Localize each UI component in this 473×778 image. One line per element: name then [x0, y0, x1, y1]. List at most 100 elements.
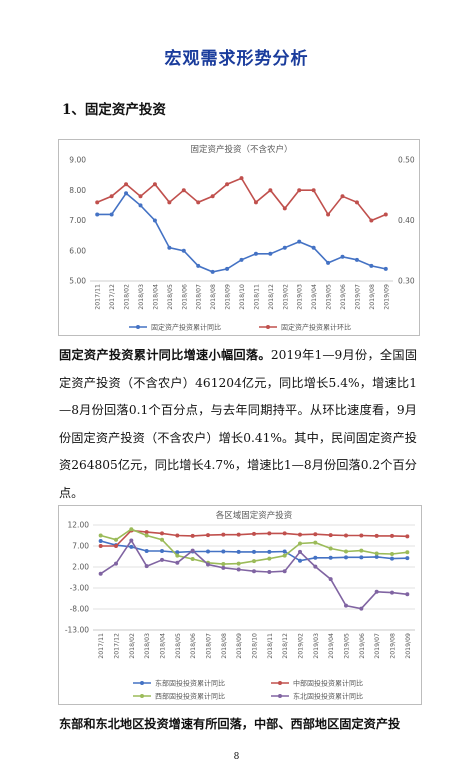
x-tick-label: 2019/06: [340, 284, 347, 310]
legend-label: 固定资产投资累计同比: [151, 323, 221, 332]
data-point: [374, 551, 379, 556]
page-number: 8: [233, 752, 240, 762]
data-point: [313, 532, 318, 537]
data-point: [129, 538, 134, 543]
data-point: [225, 182, 230, 187]
x-tick-label: 2019/08: [390, 633, 397, 659]
data-point: [167, 245, 172, 250]
data-point: [152, 182, 157, 187]
data-point: [405, 550, 410, 555]
x-tick-label: 2017/12: [114, 633, 121, 659]
data-point: [114, 537, 118, 542]
x-tick-label: 2019/04: [328, 633, 335, 659]
data-point: [282, 531, 287, 536]
data-point: [95, 200, 100, 205]
data-point: [138, 203, 143, 208]
y-tick-label: 9.00: [69, 156, 86, 165]
x-tick-label: 2018/03: [138, 284, 145, 310]
x-tick-label: 2018/12: [282, 633, 289, 659]
data-point: [374, 554, 379, 559]
y-tick-label: 6.00: [69, 246, 86, 255]
data-point: [369, 218, 374, 223]
data-point: [297, 239, 302, 244]
data-point: [236, 549, 241, 554]
x-tick-label: 2018/08: [221, 633, 228, 659]
data-point: [175, 533, 180, 538]
data-point: [344, 549, 348, 554]
paragraph1-body: 2019年1—9月份，全国固定资产投资（不含农户）461204亿元，同比增长5.…: [59, 348, 418, 500]
x-tick-label: 2018/02: [124, 284, 131, 310]
data-point: [109, 212, 114, 217]
x-tick-label: 2018/10: [252, 633, 259, 659]
legend-marker: [140, 681, 144, 685]
data-point: [236, 561, 241, 566]
data-point: [326, 260, 331, 265]
data-point: [267, 556, 272, 561]
x-tick-label: 2019/09: [383, 284, 390, 310]
data-point: [152, 218, 157, 223]
legend-marker: [278, 681, 282, 685]
data-point: [390, 551, 394, 556]
data-point: [252, 559, 256, 564]
x-tick-label: 2018/02: [129, 633, 136, 659]
x-tick-label: 2019/04: [311, 284, 318, 310]
data-point: [359, 533, 364, 538]
data-point: [124, 182, 129, 187]
data-point: [252, 569, 256, 574]
data-point: [236, 567, 241, 572]
x-tick-label: 2018/11: [267, 633, 274, 659]
x-tick-label: 2018/11: [253, 284, 260, 310]
data-point: [221, 562, 226, 567]
data-point: [313, 564, 318, 569]
data-point: [311, 245, 316, 250]
data-point: [160, 537, 164, 542]
data-point: [114, 561, 118, 566]
data-point: [221, 565, 226, 570]
data-point: [297, 188, 302, 193]
y-right-tick-label: 0.30: [398, 277, 415, 286]
legend-label: 东部固投投资累计同比: [155, 679, 225, 688]
y-tick-label: -13.00: [65, 626, 89, 635]
data-point: [282, 206, 287, 211]
data-point: [252, 531, 256, 536]
x-tick-label: 2018/09: [236, 633, 243, 659]
data-point: [340, 194, 345, 199]
data-point: [109, 194, 114, 199]
legend-label: 中部固投投资累计同比: [293, 679, 363, 688]
y-tick-label: 7.00: [72, 542, 89, 551]
data-point: [268, 251, 273, 256]
y-tick-label: -3.00: [70, 584, 90, 593]
data-point: [390, 590, 394, 595]
x-tick-label: 2018/07: [196, 284, 203, 310]
data-point: [328, 533, 333, 538]
x-tick-label: 2017/11: [98, 633, 105, 659]
legend-marker: [140, 694, 144, 698]
data-point: [144, 533, 149, 538]
x-tick-label: 2018/04: [152, 284, 159, 310]
data-point: [311, 188, 316, 193]
x-tick-label: 2018/09: [225, 284, 232, 310]
data-point: [405, 534, 410, 539]
data-point: [210, 194, 215, 199]
data-point: [369, 263, 374, 268]
legend-label: 西部固投投资累计同比: [155, 692, 225, 701]
x-tick-label: 2019/07: [354, 284, 361, 310]
x-tick-label: 2019/05: [344, 633, 351, 659]
data-point: [405, 556, 410, 561]
x-tick-label: 2018/06: [190, 633, 197, 659]
x-tick-label: 2017/11: [95, 284, 102, 310]
data-point: [359, 548, 364, 553]
data-point: [98, 544, 103, 548]
data-point: [298, 558, 302, 563]
y-tick-label: 12.00: [68, 521, 90, 530]
data-point: [383, 212, 388, 217]
data-point: [221, 532, 226, 537]
data-point: [190, 533, 195, 538]
data-point: [383, 266, 388, 271]
y-tick-label: 2.00: [72, 563, 89, 572]
data-point: [298, 541, 302, 546]
y-right-tick-label: 0.40: [398, 216, 415, 225]
data-point: [252, 549, 256, 554]
data-point: [298, 549, 302, 554]
data-point: [144, 530, 149, 535]
